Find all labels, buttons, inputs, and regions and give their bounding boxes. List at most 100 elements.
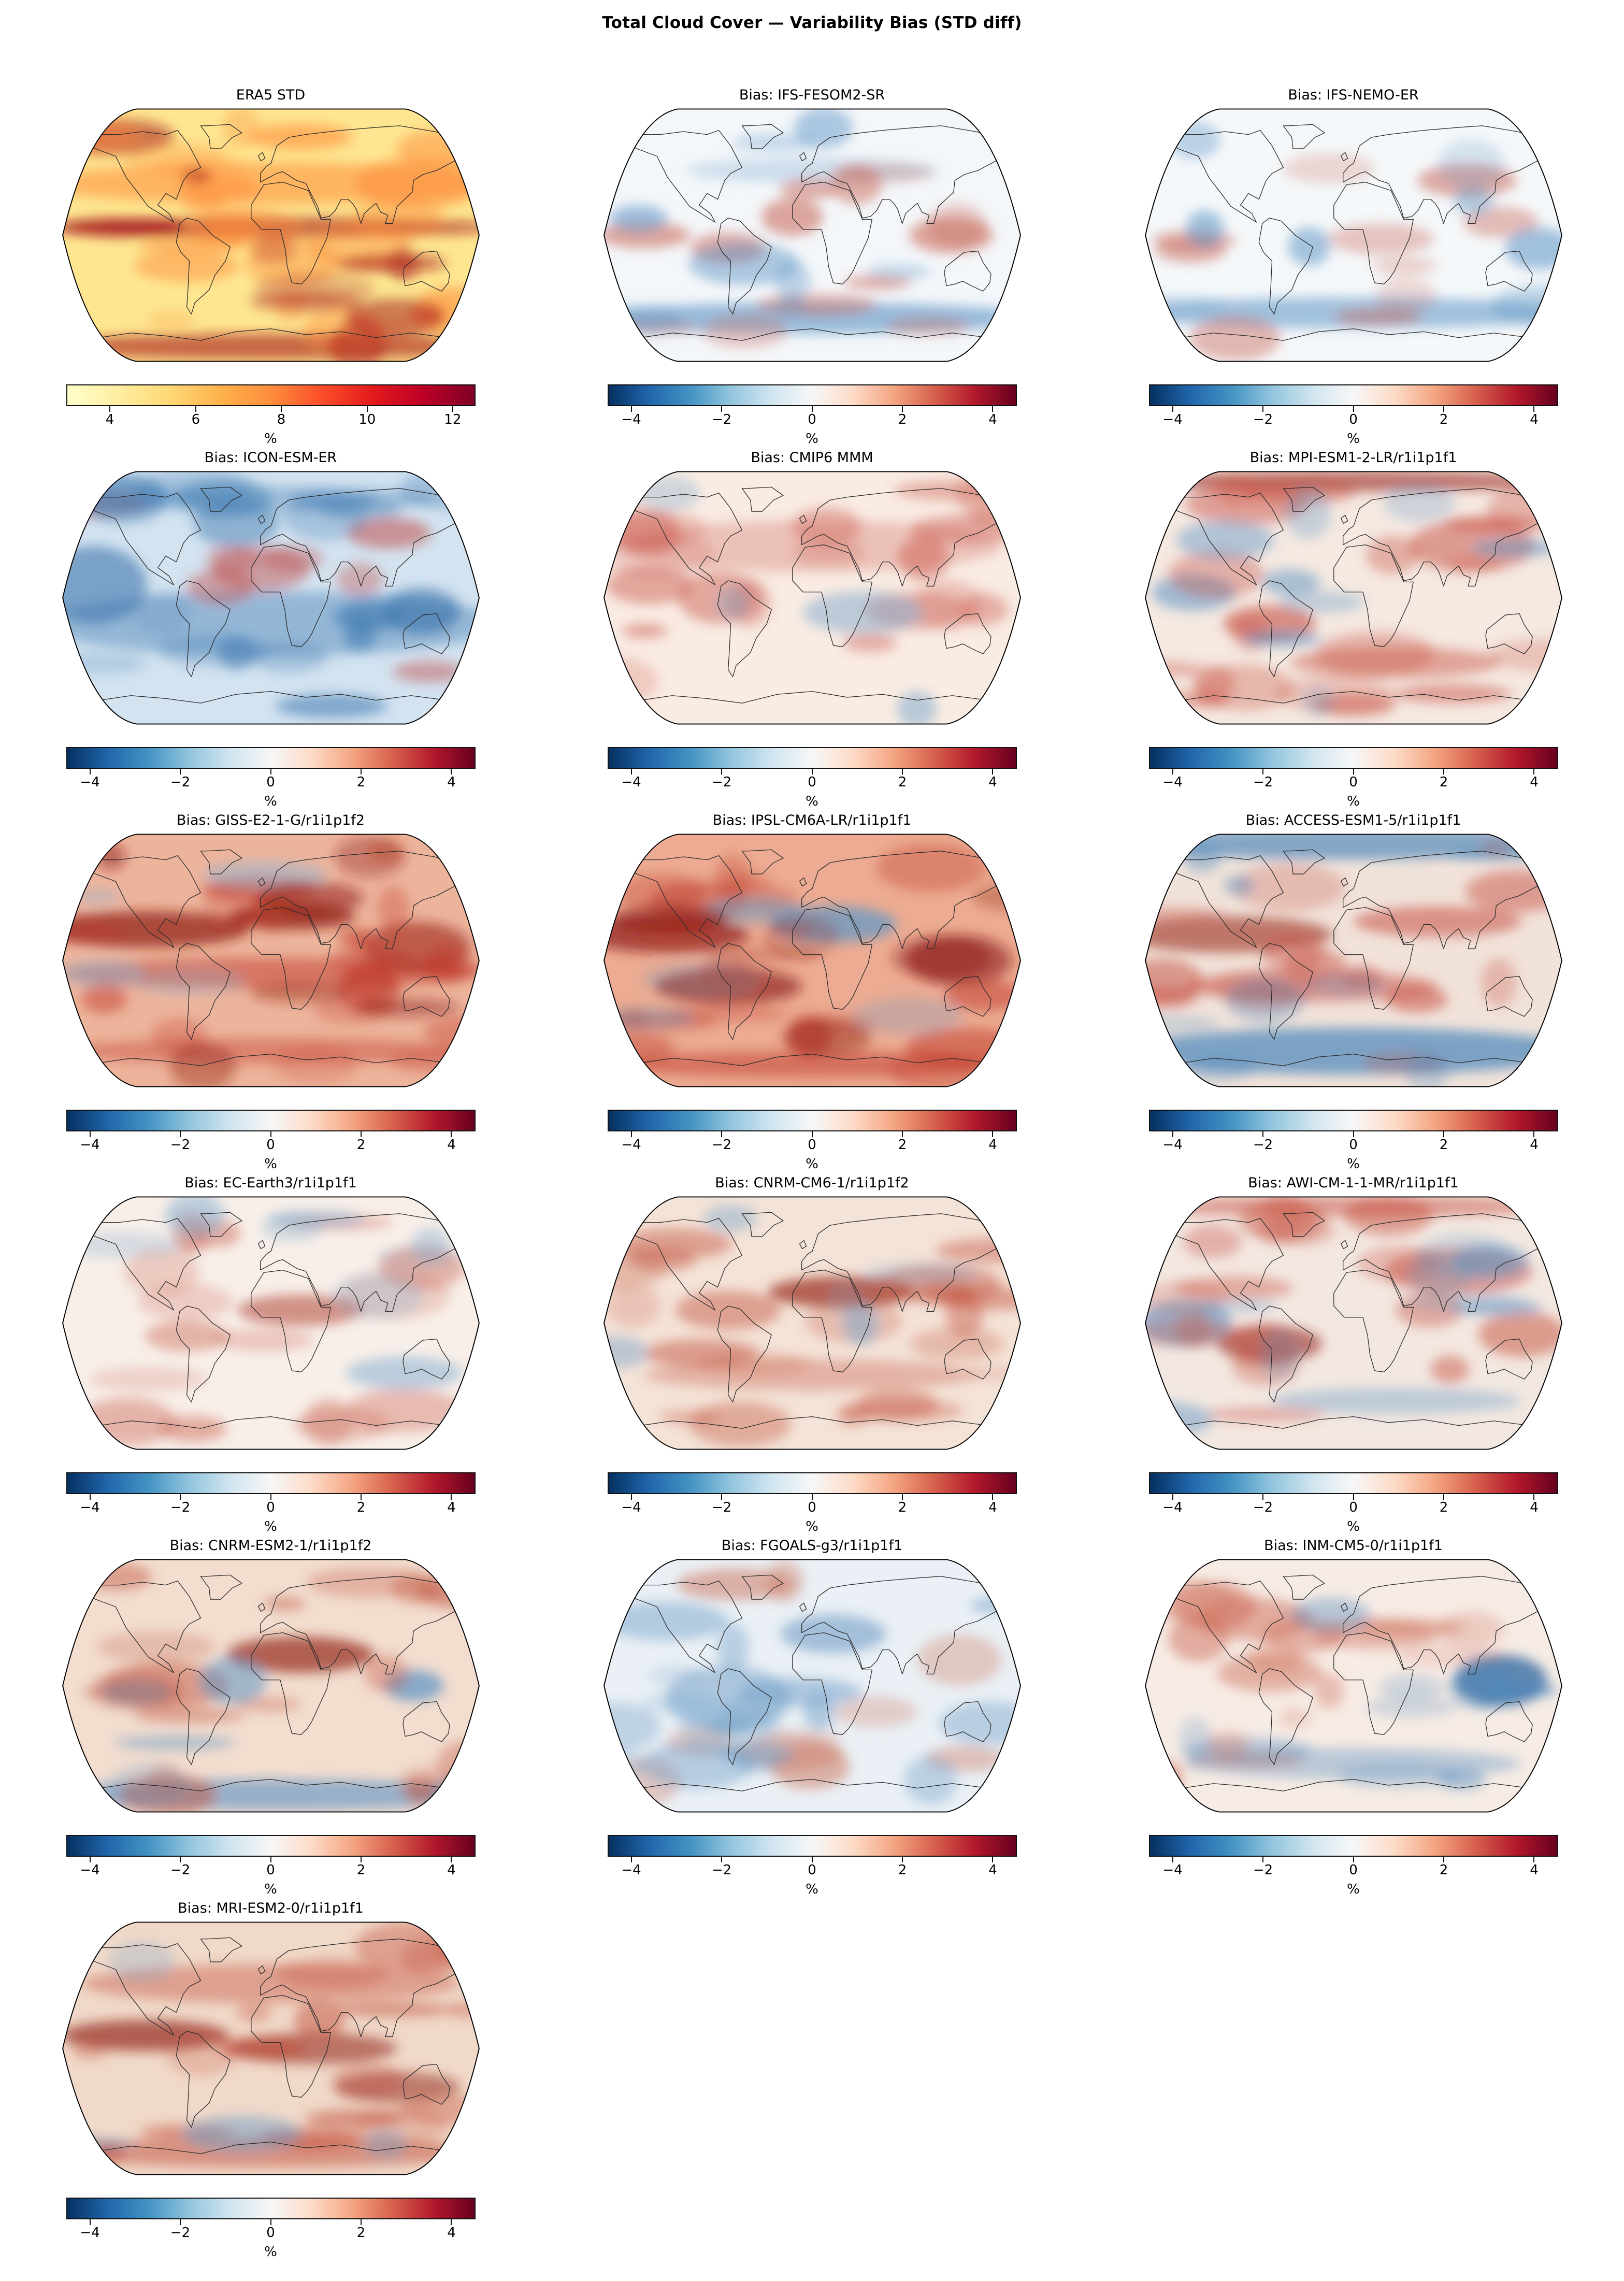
colorbar-tick xyxy=(1443,1494,1444,1500)
colorbar-tick-label: 4 xyxy=(988,1137,997,1153)
colorbar-tick xyxy=(901,406,903,412)
colorbar-tick-label: 4 xyxy=(447,2225,456,2241)
colorbar-tick-label: 8 xyxy=(277,412,286,427)
colorbar-tick-label: 2 xyxy=(356,774,366,790)
panel-bias-icon-esm-er: Bias: ICON-ESM-ER −4 −2 0 2 4% xyxy=(0,449,541,811)
colorbar-tick xyxy=(1353,1131,1354,1137)
colorbar: −4 −2 0 2 4% xyxy=(0,2198,541,2260)
colorbar-tick-label: 2 xyxy=(356,1137,366,1153)
colorbar-tick-label: 2 xyxy=(1439,412,1448,427)
colorbar-tick-label: −4 xyxy=(1162,1137,1183,1153)
colorbar-gradient xyxy=(607,747,1017,769)
colorbar-tick xyxy=(630,406,632,412)
panel-title: Bias: CNRM-CM6-1/r1i1p1f2 xyxy=(715,1175,909,1191)
colorbar-tick xyxy=(452,406,453,412)
colorbar-tick-label: −2 xyxy=(1253,1500,1273,1515)
panel-bias-cmip6-mmm: Bias: CMIP6 MMM −4 −2 0 2 4% xyxy=(541,449,1083,811)
colorbar-tick xyxy=(270,769,271,774)
colorbar-tick xyxy=(1353,1494,1354,1500)
colorbar-tick xyxy=(270,1131,271,1137)
colorbar: −4 −2 0 2 4% xyxy=(0,747,541,809)
colorbar-tick-label: 4 xyxy=(447,774,456,790)
colorbar-tick xyxy=(1172,1857,1173,1862)
colorbar-unit-label: % xyxy=(806,794,818,809)
panel-bias-access-esm1-5-r1i1p1f1: Bias: ACCESS-ESM1-5/r1i1p1f1 −4 −2 0 2 4% xyxy=(1083,811,1624,1174)
colorbar-ticks: −4 −2 0 2 4 xyxy=(1150,406,1557,430)
colorbar-gradient xyxy=(607,1835,1017,1857)
panel-title: Bias: AWI-CM-1-1-MR/r1i1p1f1 xyxy=(1248,1175,1459,1191)
colorbar-tick xyxy=(1443,1857,1444,1862)
colorbar-ticks: 4 6 8 10 12 xyxy=(67,406,475,430)
colorbar-tick xyxy=(89,769,91,774)
colorbar-tick-label: 2 xyxy=(1439,774,1448,790)
colorbar-tick xyxy=(630,1131,632,1137)
colorbar-tick-label: 6 xyxy=(191,412,200,427)
colorbar-tick xyxy=(1443,1131,1444,1137)
colorbar-tick xyxy=(360,1131,362,1137)
colorbar-gradient xyxy=(607,384,1017,406)
colorbar-tick-label: −2 xyxy=(170,2225,191,2241)
colorbar-ticks: −4 −2 0 2 4 xyxy=(67,1131,475,1155)
colorbar-tick xyxy=(992,1857,994,1862)
panel-bias-ec-earth3-r1i1p1f1: Bias: EC-Earth3/r1i1p1f1 −4 −2 0 2 4% xyxy=(0,1174,541,1537)
colorbar-unit-label: % xyxy=(264,431,277,447)
colorbar-tick-label: 4 xyxy=(988,774,997,790)
colorbar-unit-label: % xyxy=(806,431,818,447)
colorbar-tick xyxy=(360,769,362,774)
colorbar-unit-label: % xyxy=(1347,1882,1360,1897)
panel-title: Bias: CMIP6 MMM xyxy=(751,450,873,466)
colorbar-gradient xyxy=(1148,747,1558,769)
colorbar-tick xyxy=(1172,769,1173,774)
map-bias-mpi-esm1-2-lr-r1i1p1f1 xyxy=(1144,471,1562,725)
colorbar-gradient xyxy=(66,1835,476,1857)
colorbar-ticks: −4 −2 0 2 4 xyxy=(67,1857,475,1881)
colorbar-ticks: −4 −2 0 2 4 xyxy=(1150,1131,1557,1155)
colorbar-gradient xyxy=(66,384,476,406)
panel-title: ERA5 STD xyxy=(236,87,306,103)
colorbar-gradient xyxy=(1148,384,1558,406)
colorbar-unit-label: % xyxy=(806,1882,818,1897)
colorbar-gradient xyxy=(1148,1472,1558,1494)
colorbar: −4 −2 0 2 4% xyxy=(1083,1110,1624,1172)
colorbar-unit-label: % xyxy=(264,1882,277,1897)
colorbar: −4 −2 0 2 4% xyxy=(541,1110,1083,1172)
colorbar-tick xyxy=(366,406,368,412)
panel-bias-inm-cm5-0-r1i1p1f1: Bias: INM-CM5-0/r1i1p1f1 −4 −2 0 2 4% xyxy=(1083,1537,1624,1899)
colorbar-tick-label: 0 xyxy=(1349,774,1358,790)
colorbar-tick-label: −2 xyxy=(170,1500,191,1515)
colorbar-tick-label: 0 xyxy=(1349,412,1358,427)
colorbar-tick-label: 4 xyxy=(988,1862,997,1878)
colorbar-tick xyxy=(109,406,111,412)
colorbar-unit-label: % xyxy=(264,1519,277,1534)
colorbar-tick-label: −4 xyxy=(621,1500,641,1515)
colorbar-ticks: −4 −2 0 2 4 xyxy=(609,1131,1016,1155)
map-bias-cnrm-esm2-1-r1i1p1f2 xyxy=(62,1559,480,1813)
colorbar-gradient xyxy=(1148,1835,1558,1857)
colorbar-tick-label: 2 xyxy=(898,1137,907,1153)
colorbar-tick xyxy=(992,1494,994,1500)
panel-bias-awi-cm-1-1-mr-r1i1p1f1: Bias: AWI-CM-1-1-MR/r1i1p1f1 −4 −2 0 2 4% xyxy=(1083,1174,1624,1537)
colorbar-tick-label: −4 xyxy=(621,412,641,427)
colorbar-tick xyxy=(1262,769,1263,774)
colorbar-tick xyxy=(451,1494,452,1500)
colorbar-tick xyxy=(811,769,813,774)
colorbar-tick xyxy=(901,769,903,774)
panel-title: Bias: IFS-NEMO-ER xyxy=(1288,87,1419,103)
panel-title: Bias: INM-CM5-0/r1i1p1f1 xyxy=(1264,1538,1443,1554)
colorbar-tick xyxy=(1262,1131,1263,1137)
colorbar-gradient xyxy=(66,1472,476,1494)
colorbar-tick-label: 4 xyxy=(1530,412,1539,427)
colorbar-tick-label: 4 xyxy=(447,1137,456,1153)
colorbar-tick-label: 0 xyxy=(1349,1862,1358,1878)
colorbar-unit-label: % xyxy=(806,1519,818,1534)
colorbar-tick xyxy=(360,2219,362,2225)
colorbar-tick xyxy=(1443,769,1444,774)
colorbar-tick-label: −4 xyxy=(621,774,641,790)
map-bias-mri-esm2-0-r1i1p1f1 xyxy=(62,1921,480,2175)
colorbar-tick xyxy=(180,2219,181,2225)
panel-title: Bias: EC-Earth3/r1i1p1f1 xyxy=(184,1175,357,1191)
colorbar-tick-label: 2 xyxy=(356,1500,366,1515)
colorbar-tick-label: 4 xyxy=(988,1500,997,1515)
colorbar-tick xyxy=(992,406,994,412)
colorbar-tick xyxy=(721,1131,722,1137)
